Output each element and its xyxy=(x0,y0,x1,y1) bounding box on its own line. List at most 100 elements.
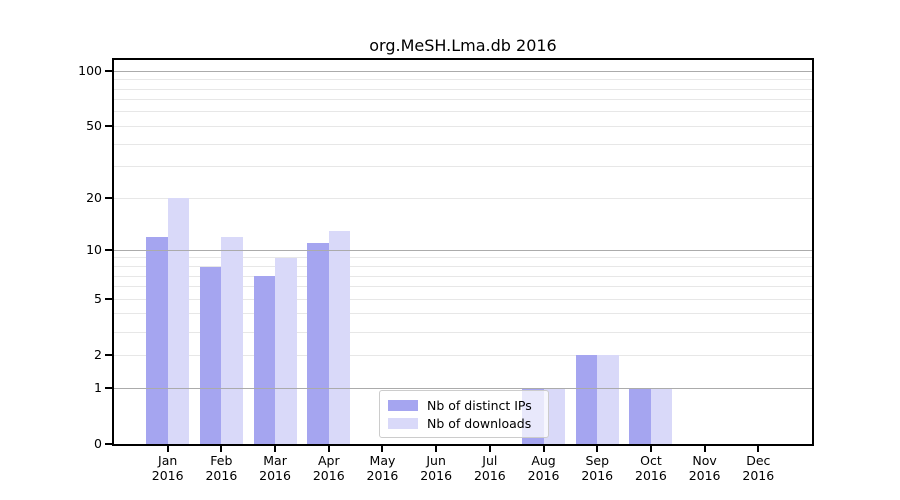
chart-title: org.MeSH.Lma.db 2016 xyxy=(369,36,557,55)
legend-label-downloads: Nb of downloads xyxy=(427,415,532,431)
x-tick-label: Jan 2016 xyxy=(136,453,200,483)
y-tick-mark xyxy=(105,249,112,252)
legend-swatch-downloads xyxy=(388,417,418,429)
x-tick-label: May 2016 xyxy=(350,453,414,483)
plot-area: Nb of distinct IPs Nb of downloads xyxy=(112,58,814,446)
gridline-major xyxy=(114,387,812,389)
x-tick-mark xyxy=(649,446,652,452)
y-tick-label: 1 xyxy=(94,380,102,395)
y-tick-label: 10 xyxy=(86,242,102,258)
x-tick-mark xyxy=(757,446,760,452)
y-tick-mark xyxy=(105,387,112,389)
x-tick-year: 2016 xyxy=(205,468,238,483)
x-tick-year: 2016 xyxy=(688,468,721,483)
y-tick-mark xyxy=(105,354,112,357)
x-tick-mark xyxy=(220,446,223,452)
gridline-minor xyxy=(114,257,812,259)
bar-downloads-feb xyxy=(221,236,243,444)
x-tick-mark xyxy=(703,446,706,452)
x-tick-label: Sep 2016 xyxy=(565,453,629,483)
legend-entry-downloads: Nb of downloads xyxy=(388,415,540,431)
x-tick-mark xyxy=(435,446,438,452)
gridline-minor xyxy=(114,88,812,90)
x-tick-year: 2016 xyxy=(259,468,291,483)
x-tick-year: 2016 xyxy=(420,468,453,483)
gridline-minor xyxy=(114,197,812,199)
gridline-minor xyxy=(114,286,812,288)
y-tick-label: 20 xyxy=(86,190,102,206)
bar-downloads-jan xyxy=(167,198,190,444)
x-tick-month: Nov xyxy=(692,453,717,468)
gridline-minor xyxy=(114,166,812,168)
y-tick-mark xyxy=(105,443,112,445)
x-tick-year: 2016 xyxy=(742,468,775,483)
y-tick-mark xyxy=(105,298,112,301)
x-tick-year: 2016 xyxy=(581,468,614,483)
x-tick-month: Apr xyxy=(317,453,340,468)
y-tick-mark xyxy=(105,70,112,73)
x-tick-label: Aug 2016 xyxy=(512,453,576,483)
gridline-minor xyxy=(114,111,812,113)
x-tick-mark xyxy=(596,446,599,452)
x-tick-label: Mar 2016 xyxy=(243,453,307,483)
bar-distinct-ips-jan xyxy=(146,236,168,444)
bar-distinct-ips-apr xyxy=(307,243,329,444)
x-tick-year: 2016 xyxy=(151,468,184,483)
legend-entry-distinct-ips: Nb of distinct IPs xyxy=(388,397,540,413)
x-tick-mark xyxy=(274,446,277,452)
x-tick-month: Jun xyxy=(426,453,446,468)
x-tick-month: Jul xyxy=(482,453,498,468)
plot-canvas xyxy=(114,60,812,444)
gridline-major xyxy=(114,249,812,251)
x-tick-mark xyxy=(542,446,545,452)
gridline-minor xyxy=(114,143,812,145)
bar-distinct-ips-feb xyxy=(199,266,222,444)
bar-distinct-ips-sep xyxy=(575,355,598,444)
x-tick-month: Dec xyxy=(746,453,771,468)
x-tick-label: Feb 2016 xyxy=(189,453,253,483)
gridline-major xyxy=(114,70,812,72)
y-tick-mark xyxy=(105,197,112,200)
bar-distinct-ips-oct xyxy=(629,388,651,444)
gridline-minor xyxy=(114,275,812,277)
x-tick-mark xyxy=(166,446,169,452)
y-tick-label: 2 xyxy=(94,347,102,363)
gridline-minor xyxy=(114,313,812,315)
x-tick-month: Sep xyxy=(585,453,609,468)
x-tick-month: May xyxy=(369,453,396,468)
gridline-minor xyxy=(114,298,812,300)
x-tick-mark xyxy=(488,446,491,452)
y-tick-label: 50 xyxy=(86,118,102,134)
bar-downloads-oct xyxy=(650,388,673,444)
x-tick-mark xyxy=(327,446,330,452)
x-tick-year: 2016 xyxy=(312,468,345,483)
x-tick-month: Feb xyxy=(210,453,233,468)
x-tick-month: Jan xyxy=(158,453,178,468)
x-tick-month: Mar xyxy=(263,453,287,468)
y-tick-label: 5 xyxy=(94,291,102,307)
x-tick-year: 2016 xyxy=(527,468,560,483)
x-tick-label: Nov 2016 xyxy=(673,453,737,483)
legend-swatch-distinct-ips xyxy=(388,399,418,411)
x-tick-label: Jul 2016 xyxy=(458,453,522,483)
x-tick-label: Jun 2016 xyxy=(404,453,468,483)
legend-label-distinct-ips: Nb of distinct IPs xyxy=(427,397,532,413)
x-tick-year: 2016 xyxy=(366,468,399,483)
y-tick-label: 0 xyxy=(94,436,102,451)
x-tick-month: Aug xyxy=(531,453,556,468)
y-tick-mark xyxy=(105,125,112,128)
bar-downloads-apr xyxy=(328,230,351,444)
bar-downloads-mar xyxy=(275,257,297,444)
x-tick-month: Oct xyxy=(640,453,662,468)
x-tick-year: 2016 xyxy=(635,468,667,483)
bar-distinct-ips-mar xyxy=(253,276,276,444)
x-tick-label: Apr 2016 xyxy=(297,453,361,483)
gridline-minor xyxy=(114,99,812,101)
gridline-minor xyxy=(114,79,812,81)
legend: Nb of distinct IPs Nb of downloads xyxy=(379,390,549,438)
gridline-minor xyxy=(114,331,812,333)
gridline-minor xyxy=(114,266,812,267)
y-tick-label: 100 xyxy=(78,63,102,79)
x-tick-label: Dec 2016 xyxy=(726,453,790,483)
